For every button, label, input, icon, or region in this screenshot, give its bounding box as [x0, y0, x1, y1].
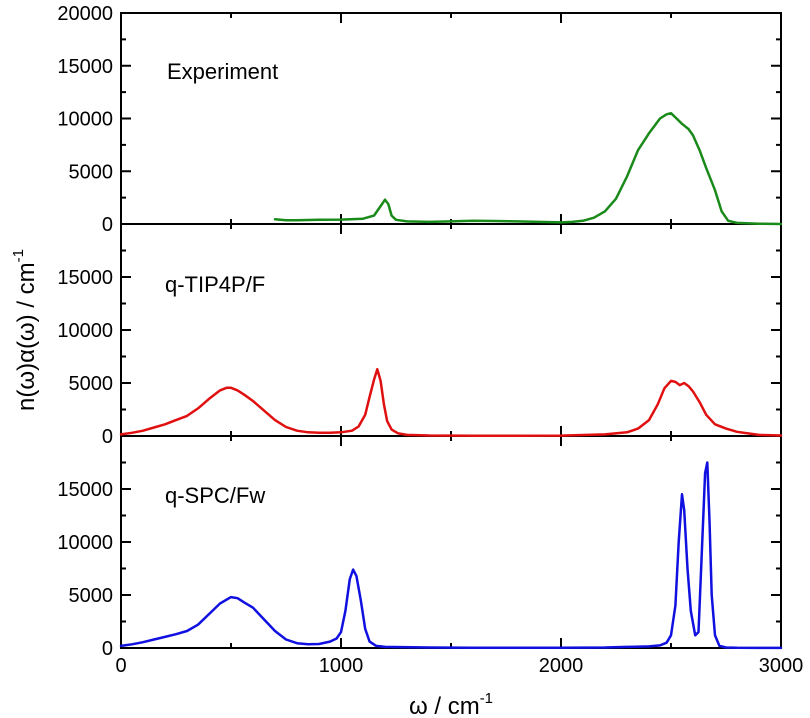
- y-tick-label: 5000: [69, 161, 114, 183]
- panel-label-spcfw: q-SPC/Fw: [165, 483, 265, 508]
- y-tick-label: 15000: [57, 267, 113, 289]
- panel-label-tip4p: q-TIP4P/F: [165, 272, 265, 297]
- x-axis-title: ω / cm-1: [409, 690, 493, 718]
- series-line-2: [119, 461, 783, 650]
- y-tick-label: 10000: [57, 320, 113, 342]
- x-tick-label: 1000: [319, 655, 364, 677]
- y-tick-label: 10000: [57, 532, 113, 554]
- series-line-1: [119, 367, 783, 437]
- x-tick-label: 3000: [759, 655, 804, 677]
- y-tick-label: 15000: [57, 479, 113, 501]
- y-tick-label: 15000: [57, 56, 113, 78]
- y-tick-label: 5000: [69, 585, 114, 607]
- x-tick-label: 2000: [539, 655, 584, 677]
- panel-label-experiment: Experiment: [167, 59, 278, 84]
- series-layer: [119, 111, 783, 650]
- x-tick-label: 0: [115, 655, 126, 677]
- y-tick-label: 10000: [57, 109, 113, 131]
- panel-frame-experiment: [120, 12, 782, 225]
- series-line-0: [273, 111, 783, 226]
- y-tick-label: 5000: [69, 373, 114, 395]
- y-tick-label: 0: [102, 214, 113, 236]
- panel-frame-spcfw: [120, 435, 782, 649]
- panel-frame-tip4p: [120, 223, 782, 437]
- y-tick-label: 0: [102, 426, 113, 448]
- y-axis-title: n(ω)α(ω) / cm-1: [10, 249, 40, 411]
- y-tick-label: 20000: [57, 3, 113, 25]
- y-tick-label: 0: [102, 638, 113, 660]
- ticks-layer: 0500010000150002000005000100001500005000…: [57, 3, 803, 677]
